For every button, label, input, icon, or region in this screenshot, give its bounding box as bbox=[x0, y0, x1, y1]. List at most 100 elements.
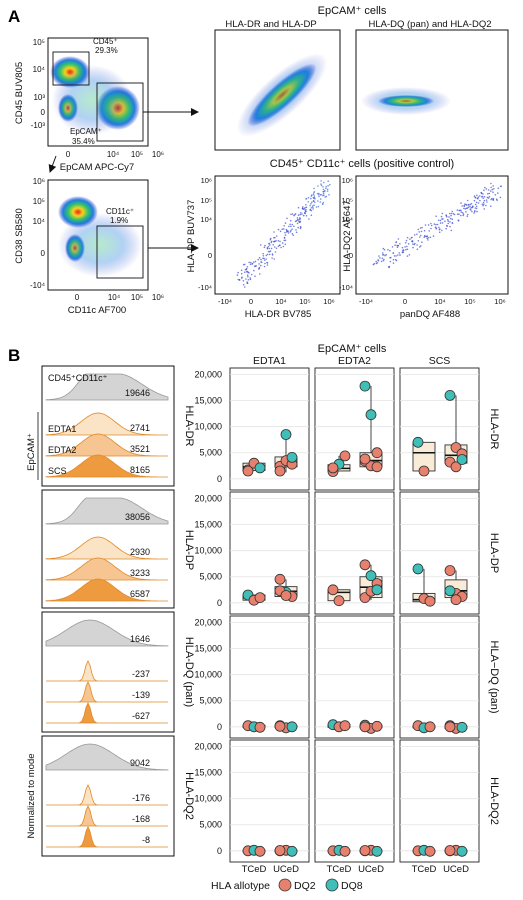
event-dot bbox=[309, 204, 311, 207]
event-dot bbox=[492, 199, 495, 201]
event-dot bbox=[490, 205, 492, 207]
x-tick: UCeD bbox=[443, 864, 469, 875]
histogram-curve bbox=[46, 826, 168, 848]
event-dot bbox=[322, 186, 324, 188]
event-dot bbox=[311, 205, 314, 207]
event-dot bbox=[411, 240, 414, 242]
data-point bbox=[412, 563, 424, 575]
event-dot bbox=[327, 185, 329, 187]
y-tick: 0 bbox=[208, 251, 212, 260]
histogram-curve bbox=[46, 805, 168, 827]
control-header: CD45⁺ CD11c⁺ cells (positive control) bbox=[270, 158, 454, 170]
y-tick: 10⁴ bbox=[341, 215, 353, 224]
density-cloud bbox=[58, 213, 142, 277]
event-dot bbox=[420, 234, 422, 237]
event-dot bbox=[320, 180, 322, 182]
data-point bbox=[327, 584, 339, 596]
event-dot bbox=[282, 228, 285, 230]
x-axis-label: EpCAM APC-Cy7 bbox=[60, 162, 134, 173]
event-dot bbox=[381, 252, 384, 254]
event-dot bbox=[464, 208, 467, 210]
event-dot bbox=[389, 249, 391, 252]
event-dot bbox=[305, 215, 308, 217]
event-dot bbox=[296, 222, 299, 225]
y-tick: 5,000 bbox=[199, 820, 222, 830]
data-point bbox=[274, 720, 286, 732]
event-dot bbox=[387, 249, 389, 251]
histogram-curve bbox=[45, 743, 169, 771]
event-dot bbox=[441, 212, 444, 215]
event-dot bbox=[289, 223, 291, 226]
event-dot bbox=[273, 231, 275, 233]
event-dot bbox=[281, 228, 284, 230]
event-dot bbox=[469, 203, 472, 206]
event-dot bbox=[467, 213, 469, 216]
event-dot bbox=[301, 213, 303, 215]
event-dot bbox=[291, 233, 294, 235]
plot-title-dq: HLA-DQ (pan) and HLA-DQ2 bbox=[368, 19, 491, 30]
x-tick: -10⁴ bbox=[218, 297, 232, 306]
event-dot bbox=[324, 189, 326, 192]
legend-label-dq8: DQ8 bbox=[341, 880, 363, 892]
event-dot bbox=[283, 239, 286, 242]
event-dot bbox=[305, 203, 307, 206]
event-dot bbox=[385, 253, 388, 256]
event-dot bbox=[449, 221, 451, 223]
event-dot bbox=[413, 234, 416, 236]
event-dot bbox=[317, 200, 319, 202]
event-dot bbox=[430, 224, 433, 227]
event-dot bbox=[448, 212, 451, 215]
event-dot bbox=[416, 248, 419, 250]
event-dot bbox=[322, 188, 325, 191]
event-dot bbox=[259, 244, 262, 246]
event-dot bbox=[266, 264, 269, 266]
x-tick: 10⁵ bbox=[131, 293, 143, 302]
event-dot bbox=[405, 239, 408, 242]
event-dot bbox=[432, 235, 435, 237]
event-dot bbox=[497, 187, 500, 189]
event-dot bbox=[308, 218, 310, 220]
event-dot bbox=[423, 234, 426, 237]
event-dot bbox=[268, 253, 271, 256]
event-dot bbox=[260, 258, 262, 261]
event-dot bbox=[286, 230, 288, 232]
event-dot bbox=[324, 196, 327, 198]
event-dot bbox=[318, 192, 320, 195]
event-dot bbox=[310, 202, 312, 205]
event-dot bbox=[241, 277, 243, 279]
event-dot bbox=[466, 199, 469, 202]
event-dot bbox=[314, 198, 316, 200]
event-dot bbox=[406, 236, 409, 239]
event-dot bbox=[475, 201, 478, 204]
event-dot bbox=[247, 271, 249, 274]
event-dot bbox=[427, 239, 429, 241]
facet-row-label: HLA-DP bbox=[488, 533, 500, 573]
boxplot-grid: 20,000 15,000 10,000 5,000 0 EDTA1 EDTA2 SCS HLA… bbox=[194, 355, 500, 875]
event-dot bbox=[312, 200, 315, 202]
event-dot bbox=[304, 212, 306, 214]
event-dot bbox=[394, 258, 397, 261]
event-dot bbox=[269, 238, 272, 241]
legend-title: HLA allotype bbox=[211, 880, 270, 892]
event-dot bbox=[270, 240, 273, 243]
event-dot bbox=[304, 210, 307, 213]
event-dot bbox=[474, 203, 477, 206]
facet-panel bbox=[314, 615, 395, 739]
event-dot bbox=[401, 251, 404, 254]
event-dot bbox=[275, 235, 278, 237]
data-point bbox=[254, 592, 266, 603]
event-dot bbox=[236, 274, 239, 276]
legend-swatch-dq2 bbox=[278, 878, 292, 892]
data-point bbox=[450, 461, 462, 473]
event-dot bbox=[326, 190, 329, 192]
mfi-value: -168 bbox=[132, 814, 150, 824]
event-dot bbox=[263, 265, 266, 268]
data-point bbox=[254, 721, 266, 733]
event-dot bbox=[488, 195, 491, 198]
event-dot bbox=[490, 190, 492, 192]
event-dot bbox=[289, 231, 292, 233]
gate-plot-cd45-epcam: CD45⁺ 29.3% EpCAM⁺ 35.4% 10⁵ 10⁴ 10³ 0 -… bbox=[14, 37, 164, 173]
event-dot bbox=[269, 244, 271, 246]
data-point bbox=[359, 453, 371, 465]
event-dot bbox=[305, 206, 308, 208]
